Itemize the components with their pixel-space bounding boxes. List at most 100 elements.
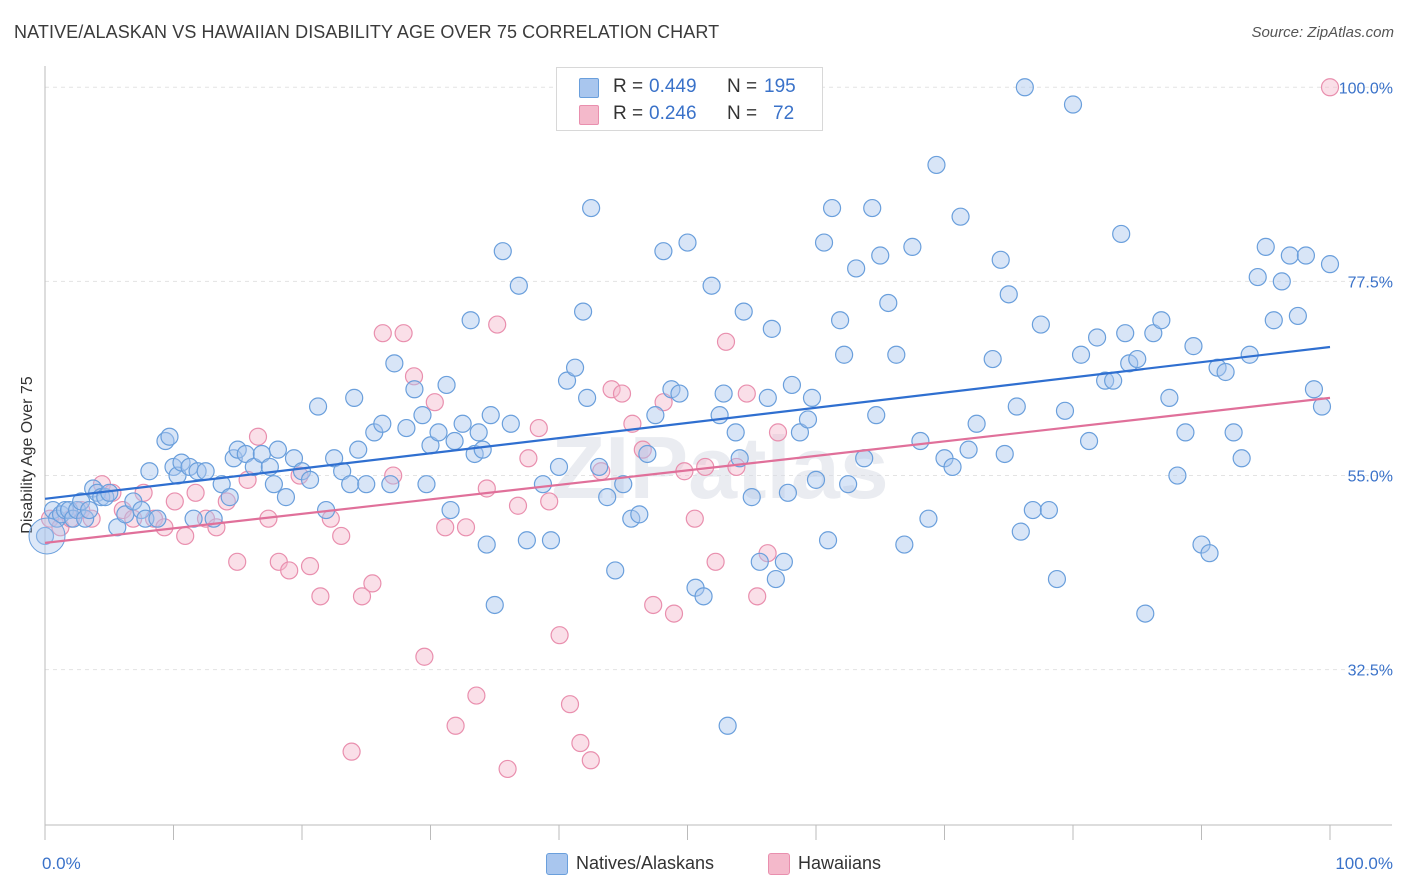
natives-point — [1200, 544, 1219, 563]
natives-point — [1031, 315, 1050, 334]
natives-point — [541, 531, 561, 550]
hawaiians-point — [300, 557, 320, 576]
legend-label: Hawaiians — [798, 853, 882, 873]
natives-point — [847, 259, 866, 278]
natives-point — [1296, 246, 1316, 265]
natives-point — [959, 440, 978, 459]
natives-point — [276, 488, 296, 507]
natives-point — [417, 475, 436, 494]
natives-point — [730, 449, 749, 468]
natives-point — [879, 293, 898, 313]
natives-point — [108, 518, 127, 537]
natives-point — [614, 475, 633, 494]
hawaiians-point — [498, 759, 517, 779]
natives-point — [565, 358, 585, 377]
natives-point — [573, 302, 593, 321]
hawaiians-point — [425, 393, 444, 412]
natives-point — [1168, 466, 1187, 485]
natives-point — [300, 470, 320, 489]
natives-point — [806, 470, 826, 489]
natives-point — [867, 406, 886, 425]
natives-point — [196, 462, 215, 481]
hawaiians-point — [456, 518, 476, 537]
natives-point — [630, 505, 649, 524]
natives-point — [1256, 237, 1275, 256]
natives-point — [1063, 95, 1083, 114]
natives-point — [385, 354, 404, 373]
natives-point — [477, 535, 496, 554]
natives-point — [839, 475, 858, 494]
hawaiians-point — [540, 492, 559, 511]
hawaiians-point — [363, 574, 382, 593]
natives-point — [762, 319, 781, 338]
natives-point — [224, 449, 243, 468]
natives-point — [1224, 423, 1243, 442]
natives-point — [790, 423, 810, 442]
natives-point — [694, 587, 713, 606]
natives-point — [1087, 328, 1107, 347]
natives-point — [999, 285, 1018, 304]
natives-point — [895, 535, 914, 554]
natives-point — [995, 444, 1014, 464]
x-tick-label: 0.0% — [42, 854, 81, 873]
natives-point — [1104, 371, 1123, 390]
natives-point — [778, 483, 797, 502]
hawaiians-point — [748, 587, 767, 606]
hawaiians-point — [581, 751, 600, 770]
chart-title: NATIVE/ALASKAN VS HAWAIIAN DISABILITY AG… — [14, 22, 720, 42]
natives-point — [1023, 500, 1042, 520]
natives-point — [750, 552, 769, 571]
natives-point — [654, 242, 673, 261]
hawaiians-point — [467, 686, 486, 705]
natives-point — [1176, 423, 1195, 442]
natives-point — [509, 276, 528, 295]
natives-point — [802, 388, 822, 407]
hawaiians-point — [436, 518, 455, 537]
hawaiians-point — [508, 496, 528, 515]
natives-point — [501, 414, 520, 433]
natives-point — [1264, 311, 1283, 330]
hawaiians-point — [228, 552, 247, 571]
natives-point — [1112, 224, 1131, 244]
natives-point — [903, 237, 922, 256]
hawaiians-point — [664, 604, 684, 623]
natives-point — [1152, 311, 1171, 330]
natives-point — [814, 233, 834, 252]
natives-point — [919, 509, 938, 528]
hawaiians-point — [165, 492, 184, 511]
natives-point — [345, 388, 364, 407]
n-value: 72 — [773, 103, 795, 124]
y-tick-label: 32.5% — [1348, 663, 1393, 680]
natives-point — [373, 414, 392, 433]
hawaiians-point — [737, 384, 756, 403]
hawaiians-point — [488, 315, 507, 334]
natives-point — [549, 457, 569, 477]
natives-point — [1216, 362, 1235, 382]
x-tick-label: 100.0% — [1335, 854, 1393, 873]
hawaiians-point — [519, 449, 538, 468]
natives-point — [638, 444, 657, 464]
natives-point — [244, 457, 263, 477]
hawaiians-point — [685, 509, 704, 528]
natives-point — [1011, 522, 1030, 541]
pink-swatch — [579, 105, 599, 125]
natives-point — [1039, 500, 1059, 520]
natives-point — [774, 552, 793, 571]
natives-point — [742, 488, 761, 507]
natives-point — [413, 406, 432, 425]
natives-point — [991, 250, 1010, 269]
hawaiians-point — [550, 626, 569, 645]
y-tick-label: 77.5% — [1348, 274, 1393, 291]
hawaiians-point — [644, 595, 663, 615]
natives-point — [1160, 388, 1179, 407]
r-label: R = — [613, 76, 644, 97]
r-label: R = — [613, 103, 644, 124]
hawaiians-point — [394, 324, 413, 343]
legend-label: Natives/Alaskans — [576, 853, 715, 873]
natives-point — [1272, 272, 1291, 291]
natives-point — [1071, 345, 1091, 364]
hawaiians-point — [415, 647, 434, 666]
natives-point — [1128, 349, 1147, 369]
tick-labels: 32.5% 55.0% 77.5% 100.0% 0.0% 100.0% — [42, 80, 1393, 873]
natives-point — [758, 388, 777, 407]
